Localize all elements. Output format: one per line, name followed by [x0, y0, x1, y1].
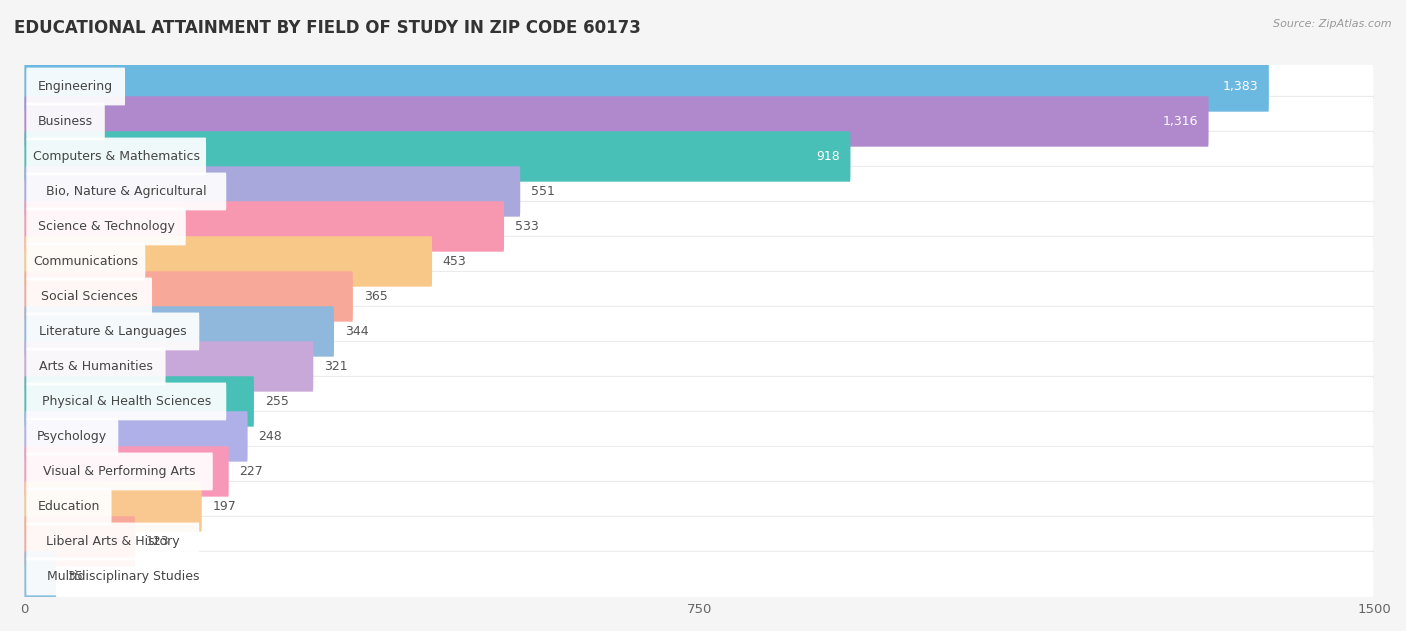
FancyBboxPatch shape: [27, 312, 200, 350]
FancyBboxPatch shape: [24, 306, 1374, 357]
FancyBboxPatch shape: [27, 242, 145, 280]
FancyBboxPatch shape: [27, 452, 212, 490]
FancyBboxPatch shape: [24, 131, 1374, 182]
FancyBboxPatch shape: [24, 131, 851, 182]
FancyBboxPatch shape: [24, 411, 247, 462]
Text: 533: 533: [515, 220, 538, 233]
FancyBboxPatch shape: [24, 481, 201, 532]
FancyBboxPatch shape: [24, 446, 1374, 497]
FancyBboxPatch shape: [24, 516, 1374, 567]
Text: EDUCATIONAL ATTAINMENT BY FIELD OF STUDY IN ZIP CODE 60173: EDUCATIONAL ATTAINMENT BY FIELD OF STUDY…: [14, 19, 641, 37]
Text: 227: 227: [239, 465, 263, 478]
Text: 365: 365: [364, 290, 388, 303]
Text: 321: 321: [325, 360, 347, 373]
Text: Science & Technology: Science & Technology: [38, 220, 174, 233]
FancyBboxPatch shape: [27, 278, 152, 316]
Text: 123: 123: [146, 535, 170, 548]
FancyBboxPatch shape: [27, 348, 166, 386]
Text: Communications: Communications: [34, 255, 138, 268]
Text: Physical & Health Sciences: Physical & Health Sciences: [42, 395, 211, 408]
FancyBboxPatch shape: [24, 167, 520, 216]
Text: 344: 344: [344, 325, 368, 338]
FancyBboxPatch shape: [24, 201, 1374, 252]
Text: Visual & Performing Arts: Visual & Performing Arts: [44, 465, 195, 478]
FancyBboxPatch shape: [24, 271, 353, 322]
FancyBboxPatch shape: [24, 97, 1209, 146]
FancyBboxPatch shape: [27, 103, 105, 140]
FancyBboxPatch shape: [24, 167, 1374, 216]
Text: 1,383: 1,383: [1222, 80, 1258, 93]
FancyBboxPatch shape: [27, 68, 125, 105]
Text: Computers & Mathematics: Computers & Mathematics: [32, 150, 200, 163]
FancyBboxPatch shape: [24, 376, 254, 427]
Text: Arts & Humanities: Arts & Humanities: [39, 360, 153, 373]
FancyBboxPatch shape: [27, 208, 186, 245]
FancyBboxPatch shape: [24, 61, 1374, 112]
FancyBboxPatch shape: [24, 201, 505, 252]
FancyBboxPatch shape: [24, 551, 1374, 601]
Text: Engineering: Engineering: [38, 80, 114, 93]
FancyBboxPatch shape: [27, 522, 200, 560]
Text: 248: 248: [259, 430, 283, 443]
Text: Social Sciences: Social Sciences: [41, 290, 138, 303]
FancyBboxPatch shape: [27, 138, 207, 175]
FancyBboxPatch shape: [24, 551, 56, 601]
Text: 918: 918: [815, 150, 839, 163]
FancyBboxPatch shape: [24, 97, 1374, 146]
Text: 1,316: 1,316: [1163, 115, 1198, 128]
Text: 453: 453: [443, 255, 467, 268]
FancyBboxPatch shape: [24, 306, 335, 357]
FancyBboxPatch shape: [24, 341, 1374, 392]
FancyBboxPatch shape: [24, 61, 1268, 112]
FancyBboxPatch shape: [24, 516, 135, 567]
Text: Literature & Languages: Literature & Languages: [39, 325, 187, 338]
FancyBboxPatch shape: [24, 376, 1374, 427]
FancyBboxPatch shape: [27, 172, 226, 210]
Text: Bio, Nature & Agricultural: Bio, Nature & Agricultural: [46, 185, 207, 198]
Text: Business: Business: [38, 115, 93, 128]
Text: 35: 35: [66, 570, 83, 583]
FancyBboxPatch shape: [24, 446, 229, 497]
Text: Psychology: Psychology: [37, 430, 107, 443]
Text: 197: 197: [212, 500, 236, 513]
FancyBboxPatch shape: [24, 236, 432, 286]
FancyBboxPatch shape: [27, 382, 226, 420]
FancyBboxPatch shape: [24, 236, 1374, 286]
Text: Liberal Arts & History: Liberal Arts & History: [46, 535, 180, 548]
FancyBboxPatch shape: [27, 488, 111, 526]
FancyBboxPatch shape: [24, 411, 1374, 462]
FancyBboxPatch shape: [27, 418, 118, 456]
FancyBboxPatch shape: [24, 481, 1374, 532]
Text: Education: Education: [38, 500, 100, 513]
Text: 255: 255: [264, 395, 288, 408]
Text: Source: ZipAtlas.com: Source: ZipAtlas.com: [1274, 19, 1392, 29]
Text: 551: 551: [531, 185, 555, 198]
Text: Multidisciplinary Studies: Multidisciplinary Studies: [46, 570, 200, 583]
FancyBboxPatch shape: [24, 341, 314, 392]
FancyBboxPatch shape: [24, 271, 1374, 322]
FancyBboxPatch shape: [27, 558, 219, 595]
